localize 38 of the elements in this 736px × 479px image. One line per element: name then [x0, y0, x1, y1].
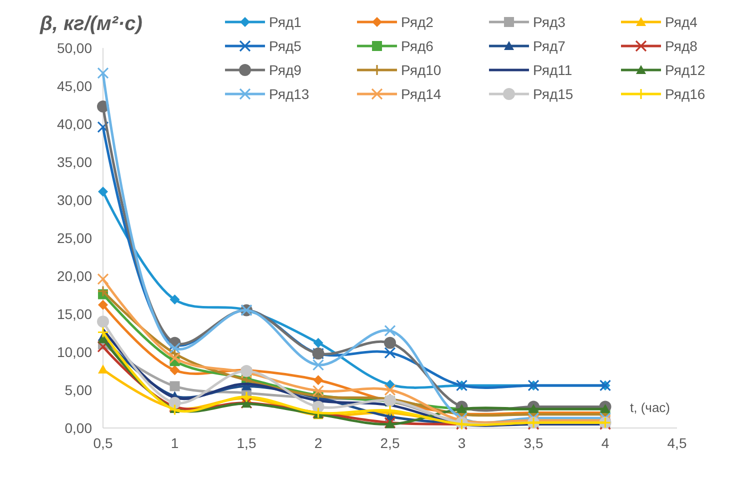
y-tick-label: 25,00: [56, 230, 92, 246]
x-tick-label: 4,5: [667, 435, 687, 451]
y-tick-label: 5,00: [64, 382, 92, 398]
y-tick-label: 15,00: [56, 306, 92, 322]
legend-label: Ряд16: [665, 86, 706, 102]
legend-label: Ряд6: [401, 38, 434, 54]
y-tick-label: 40,00: [56, 116, 92, 132]
legend-label: Ряд14: [401, 86, 442, 102]
legend-label: Ряд10: [401, 62, 442, 78]
x-tick-label: 4: [601, 435, 610, 451]
y-tick-label: 10,00: [56, 344, 92, 360]
legend-label: Ряд15: [533, 86, 574, 102]
x-tick-label: 0,5: [93, 435, 113, 451]
legend-label: Ряд9: [269, 62, 302, 78]
y-tick-label: 30,00: [56, 192, 92, 208]
y-tick-label: 20,00: [56, 268, 92, 284]
x-tick-label: 1: [170, 435, 179, 451]
legend-label: Ряд8: [665, 38, 698, 54]
legend-label: Ряд1: [269, 14, 302, 30]
legend-label: Ряд7: [533, 38, 566, 54]
x-tick-label: 3,5: [524, 435, 544, 451]
legend-label: Ряд2: [401, 14, 434, 30]
y-tick-label: 35,00: [56, 154, 92, 170]
y-axis-title: β, кг/(м²·с): [39, 13, 143, 35]
x-tick-label: 2: [314, 435, 322, 451]
legend-label: Ряд11: [533, 62, 572, 78]
legend-label: Ряд13: [269, 86, 310, 102]
legend-label: Ряд12: [665, 62, 706, 78]
y-tick-label: 45,00: [56, 78, 92, 94]
x-tick-label: 1,5: [236, 435, 256, 451]
x-axis-title: t, (час): [630, 400, 670, 415]
legend-label: Ряд5: [269, 38, 302, 54]
x-tick-label: 3: [458, 435, 466, 451]
legend-label: Ряд4: [665, 14, 698, 30]
x-tick-label: 2,5: [380, 435, 400, 451]
y-tick-label: 50,00: [56, 40, 92, 56]
legend-label: Ряд3: [533, 14, 566, 30]
y-tick-label: 0,00: [64, 420, 92, 436]
